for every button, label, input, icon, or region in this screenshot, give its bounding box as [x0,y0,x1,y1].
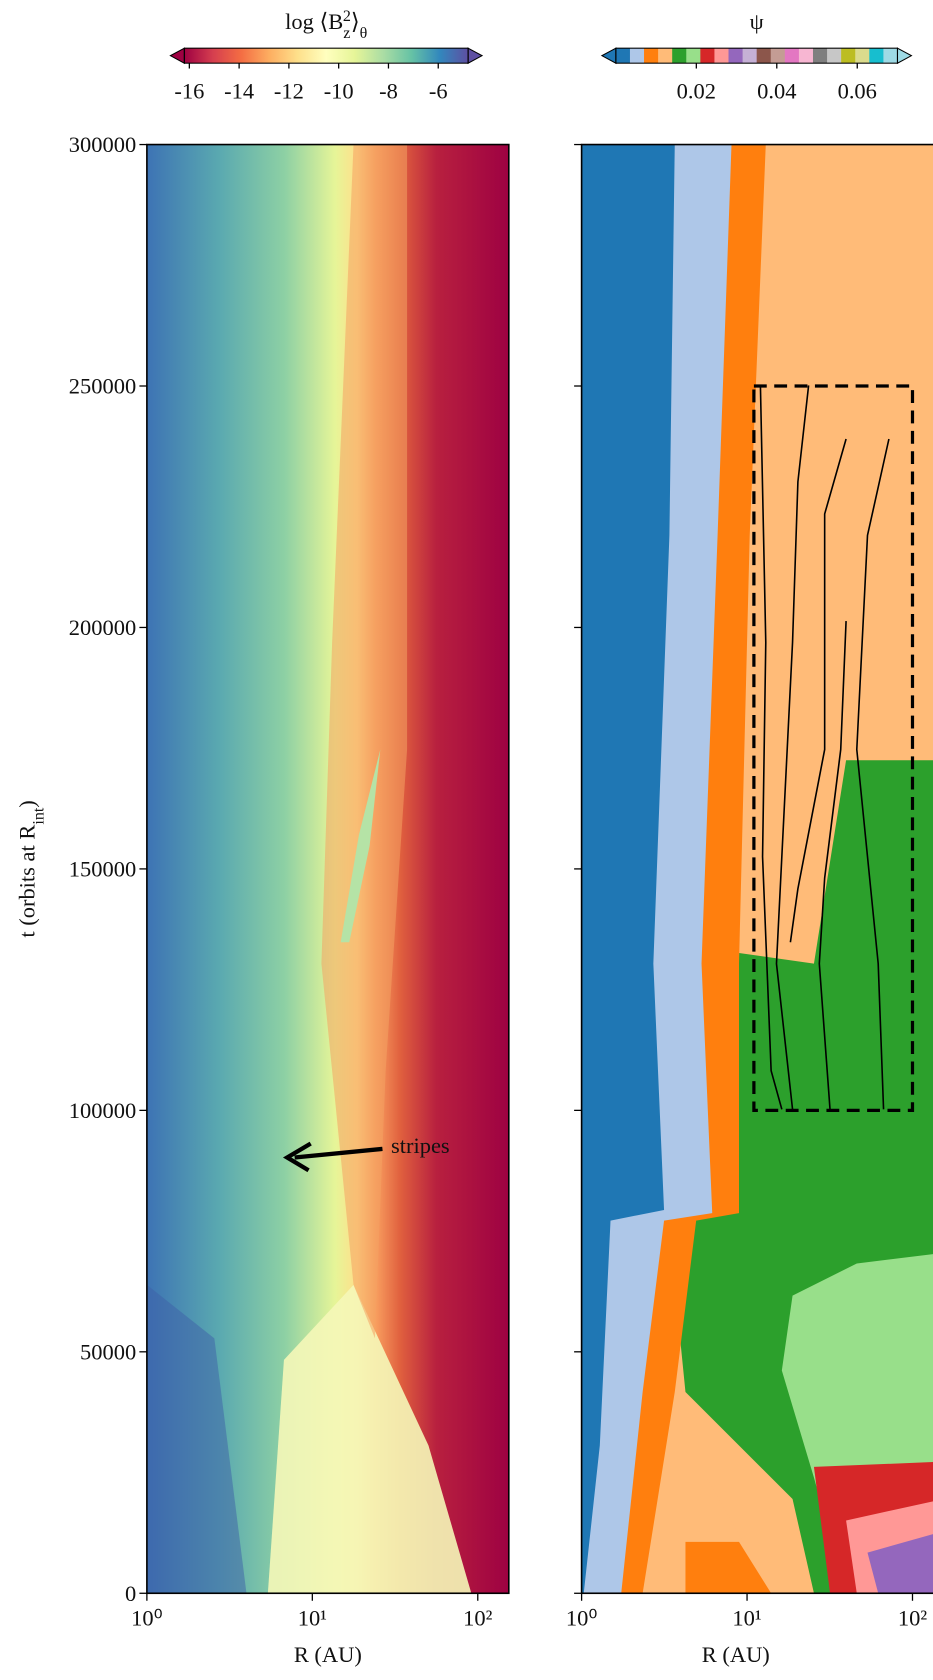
label-part: z [343,24,350,41]
x-axis-label: R (AU) [294,1642,362,1667]
annotation-arrowhead [282,1141,312,1173]
colorbar-segment [742,48,758,64]
colorbar-segment [714,48,730,64]
colorbar-extend-low [169,47,185,65]
x-tick-label: 10² [463,1605,492,1630]
label-part: int [30,807,47,824]
colorbar-segment [869,48,884,64]
colorbar-segment [672,48,687,64]
colorbar-tick-label: 0.04 [757,79,796,104]
dashed-box [752,384,915,1112]
colorbar-frame [615,47,899,64]
colorbar-segment [784,48,800,64]
y-tick-label: 150000 [69,856,136,881]
label-part: t (orbits at R [14,825,39,938]
colorbar-segment [827,48,842,64]
colorbar-extend-high [467,47,484,65]
label: ψ [750,9,764,34]
colorbar-tick-label: -10 [324,79,354,104]
colorbar-segment [728,48,744,64]
contours [759,385,890,1110]
colorbar-tick-label: 0.06 [838,79,877,104]
colorbar-segment [629,48,645,64]
colorbar-extend-high [896,47,913,65]
x-tick-label: 10¹ [298,1605,327,1630]
label-part: 2 [343,7,351,24]
label-part: ψ [750,9,764,34]
x-axis-label: R (AU) [702,1642,770,1667]
colorbar [184,48,469,64]
y-tick-label: 50000 [80,1339,136,1364]
label-part: ) [14,800,39,807]
colorbar-segment [770,48,786,64]
annotation: stripes [391,1133,450,1158]
colorbar-tick-label: -14 [224,79,254,104]
colorbar-segment [756,48,772,64]
y-tick-label: 0 [125,1581,136,1606]
colorbar-tick-label: -8 [379,79,398,104]
x-tick-label: 10² [898,1605,927,1630]
colorbar-segment [883,48,899,64]
heatmap-right [581,144,933,1594]
label: t (orbits at Rint) [14,800,47,937]
y-tick-label: 250000 [69,373,136,398]
y-tick-label: 300000 [69,132,136,157]
colorbar-segment [658,48,673,64]
colorbar-tick-label: -12 [274,79,304,104]
colorbar-segment [812,48,828,64]
colorbar-segment [798,48,814,64]
annotation-arrow [294,1146,383,1160]
x-tick-label: 10⁰ [566,1605,597,1630]
colorbar-segment [841,48,856,64]
colorbar-segment [855,48,870,64]
label-part: log ⟨B [285,9,343,34]
colorbar-tick-label: 0.02 [677,79,716,104]
colorbar-extend-low [600,47,617,65]
label: log ⟨Bz2⟩θ [285,7,367,41]
colorbar-frame [183,47,469,64]
label-part: θ [360,24,368,41]
y-tick-label: 100000 [69,1098,136,1123]
colorbar-tick-label: -6 [429,79,448,104]
label-part: ⟩ [351,9,360,34]
colorbar-segment [644,48,659,64]
colorbar-segment [686,48,701,64]
colorbar-segment [615,48,631,64]
colorbar-segment [700,48,715,64]
x-tick-label: 10¹ [732,1605,761,1630]
colorbar-tick-label: -16 [174,79,204,104]
y-tick-label: 200000 [69,615,136,640]
heatmap-left [146,144,509,1594]
x-tick-label: 10⁰ [131,1605,162,1630]
